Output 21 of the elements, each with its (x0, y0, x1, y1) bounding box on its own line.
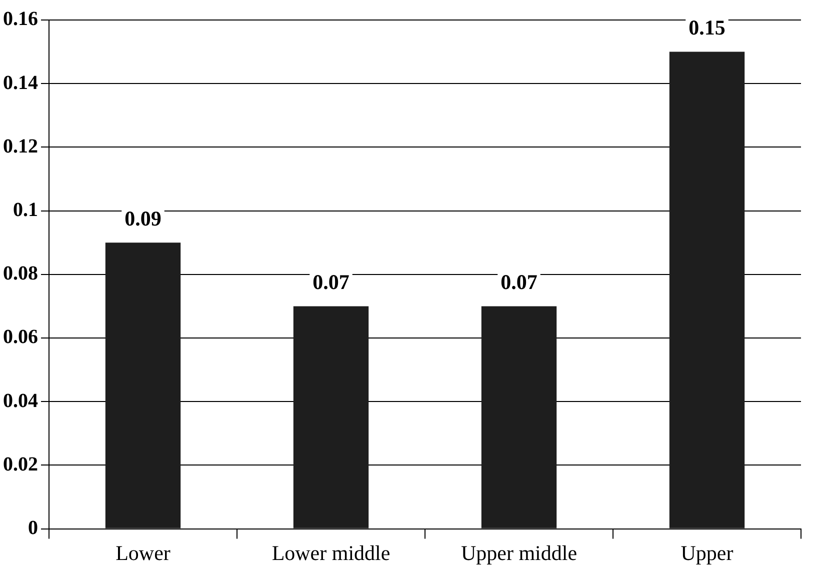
y-tick-label: 0.02 (3, 453, 38, 476)
y-tick-label: 0.1 (13, 198, 38, 221)
x-tick-label: Upper middle (460, 540, 578, 565)
y-tick-label: 0.08 (3, 262, 38, 285)
bar (481, 306, 557, 528)
data-label: 0.15 (688, 16, 726, 40)
y-tick-label: 0.06 (3, 326, 38, 348)
bar (293, 306, 369, 528)
x-tick-label: Upper (680, 540, 734, 565)
data-label: 0.09 (124, 206, 162, 231)
bar (669, 52, 745, 528)
x-tick-label: Lower (116, 540, 170, 565)
y-tick-label: 0.14 (3, 72, 38, 94)
y-tick-label: 0.12 (3, 135, 38, 158)
y-tick-label: 0 (28, 516, 38, 539)
data-label: 0.07 (312, 270, 350, 294)
data-label: 0.07 (500, 270, 538, 294)
bar (105, 242, 181, 528)
y-tick-label: 0.04 (3, 390, 38, 412)
x-tick-label: Lower middle (272, 540, 390, 565)
y-tick-label: 0.16 (3, 8, 38, 30)
